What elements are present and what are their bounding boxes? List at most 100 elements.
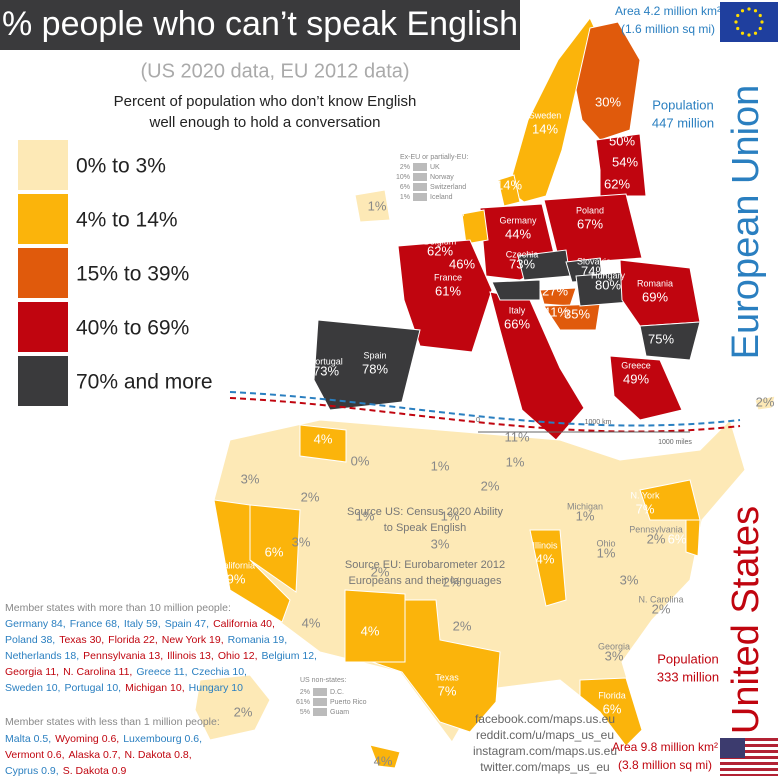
flag-icon [313,688,327,696]
region-value: 2% [301,489,320,504]
member-entry: N. Dakota 0.8, [125,749,192,761]
region-value: 44% [505,226,531,241]
list-value: 1% [400,194,410,201]
flag-icon [313,708,327,716]
star [760,20,764,24]
link: twitter.com/maps_us_eu [480,760,609,774]
region-name: N. York [630,490,660,500]
region-value: 27% [542,283,568,298]
list-name: Switzerland [430,184,466,191]
member-entry: Spain 47, [165,618,209,630]
members-line: Sweden 10, Portugal 10, Michigan 10, Hungar… [5,682,243,694]
member-entry: France 68, [70,618,120,630]
region-value: 0% [351,453,370,468]
region-name: Ohio [596,538,615,548]
legend-label: 40% to 69% [76,317,189,340]
members-title: Member states with more than 10 million … [5,602,231,614]
list-name: Iceland [430,194,453,201]
region-value: 7% [636,501,655,516]
link: facebook.com/maps.us.eu [475,712,615,726]
region-value: 6% [668,531,687,546]
members-line: Cyprus 0.9, S. Dakota 0.9 [5,765,126,777]
flag-icon [413,173,427,181]
region-value: 2% [371,564,390,579]
region-value: 67% [577,216,603,231]
legend-label: 70% and more [76,371,213,394]
member-entry: Cyprus 0.9, [5,765,59,777]
members-line: Netherlands 18, Pennsylvania 13, Illinois … [5,650,317,662]
region-value: 46% [449,256,475,271]
region-value: 6% [265,544,284,559]
star [736,13,740,18]
region-value: 7% [438,683,457,698]
list-name: D.C. [330,689,344,696]
star [734,20,738,24]
flag-icon [413,193,427,201]
region-name: California [217,560,255,570]
title-bar [0,0,520,50]
us-area-mi: (3.8 million sq mi) [618,758,712,772]
region-value: 74% [581,263,607,278]
region-value: 49% [623,371,649,386]
region-value: 3% [292,534,311,549]
region-value: 75% [648,331,674,346]
legend-swatch [18,302,68,352]
flag-icon [413,163,427,171]
region-value: 4% [361,623,380,638]
us-population: Population [657,651,718,666]
region-value: 2% [652,601,671,616]
region-value: 6% [603,701,622,716]
region-value: 10% [427,219,453,234]
member-entry: Wyoming 0.6, [55,733,119,745]
region-name: Illinois [532,540,558,550]
member-entry: Netherlands 18, [5,650,79,662]
flag-icon [313,698,327,706]
list-value: 5% [300,709,310,716]
member-entry: Poland 38, [5,634,55,646]
region-name: Pennsylvania [629,524,683,534]
source: to Speak English [384,522,467,534]
member-entry: Pennsylvania 13, [83,650,163,662]
star [747,33,751,37]
legend-label: 4% to 14% [76,209,178,232]
member-entry: Michigan 10, [125,682,185,694]
member-entry: New York 19, [162,634,224,646]
member-entry: Malta 0.5, [5,733,51,745]
region-value: 2% [443,574,462,589]
member-entry: Czechia 10, [192,666,247,678]
region-value: 2% [481,478,500,493]
members-line: Georgia 11, N. Carolina 11, Greece 11, Czec… [5,666,247,678]
member-entry: Greece 11, [136,666,187,678]
list-value: 6% [400,184,410,191]
eu-population: 447 million [652,115,714,130]
region-value: 3% [605,648,624,663]
region-value: 73% [509,256,535,271]
member-entry: Georgia 11, [5,666,59,678]
member-entry: Illinois 13, [167,650,214,662]
members-line: Malta 0.5, Wyoming 0.6, Luxembourg 0.6, [5,733,202,745]
legend-swatch [18,248,68,298]
member-entry: California 40, [213,618,275,630]
member-entry: Ohio 12, [218,650,258,662]
region-value: 2% [756,394,775,409]
members-line: Poland 38, Texas 30, Florida 22, New York 1… [5,634,287,646]
region-value: 66% [504,316,530,331]
region-value: 4% [536,551,555,566]
region-name: Netherlands [416,208,465,218]
star [736,26,740,31]
region-value: 30% [595,94,621,109]
region-value: 1% [368,198,387,213]
region-value: 50% [609,133,635,148]
region-name: Michigan [567,501,603,511]
star [740,9,745,13]
us-population: 333 million [657,669,719,684]
region-value: 9% [227,571,246,586]
region-value: 1% [431,458,450,473]
member-entry: Texas 30, [59,634,104,646]
list-name: Norway [430,174,454,181]
scale-label: 1000 miles [658,439,692,446]
us-name: United States [725,506,767,734]
region-value: 54% [612,154,638,169]
star [747,7,751,11]
